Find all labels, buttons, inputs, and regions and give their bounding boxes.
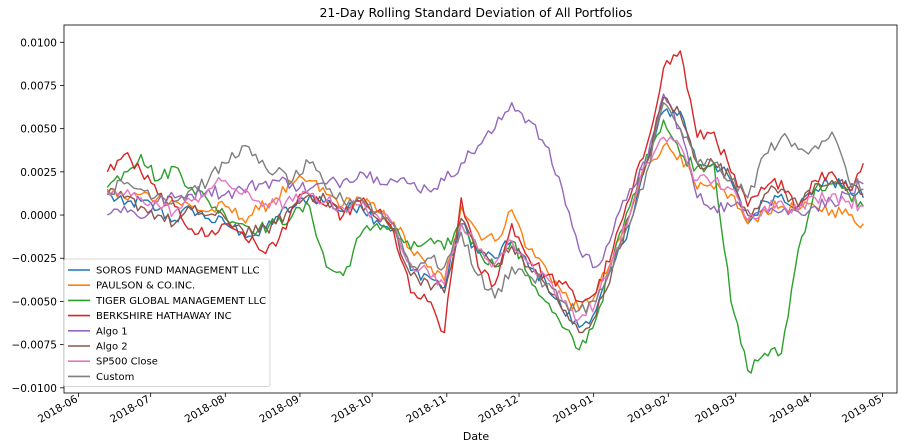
x-tick-label: 2019-02 (626, 393, 670, 425)
series-line-5 (106, 93, 864, 269)
x-tick-label: 2018-06 (36, 393, 80, 425)
legend: SOROS FUND MANAGEMENT LLC PAULSON & CO.IN… (63, 258, 271, 387)
y-tick-label: 0.0025 (20, 167, 57, 179)
y-tick-label: 0.0050 (20, 124, 57, 136)
x-tick-label: 2018-09 (257, 393, 301, 425)
series-line-2 (106, 142, 864, 311)
legend-box (63, 258, 271, 387)
x-tick-label: 2019-03 (693, 393, 737, 425)
x-tick-label: 2018-08 (183, 393, 227, 425)
series-line-3 (106, 119, 864, 374)
x-tick-label: 2018-12 (477, 393, 521, 425)
x-axis: 2018-06 2018-07 2018-08 2018-09 2018-10 2018-… (36, 393, 884, 426)
x-tick-label: 2019-04 (768, 393, 812, 425)
series-layer (106, 50, 864, 374)
x-tick-label: 2018-07 (108, 393, 152, 425)
x-tick-label: 2019-01 (551, 393, 595, 425)
legend-label: TIGER GLOBAL MANAGEMENT LLC (95, 296, 266, 307)
x-tick-label: 2018-11 (404, 393, 448, 425)
y-tick-label: 0.0000 (20, 210, 57, 222)
legend-label: PAULSON & CO.INC. (96, 281, 195, 292)
y-tick-label: −0.0100 (11, 383, 57, 395)
y-tick-label: 0.0075 (20, 80, 57, 92)
y-tick-label: −0.0025 (11, 253, 57, 265)
y-axis: 0.0100 0.0075 0.0050 0.0025 0.0000 −0.0025 −0.… (11, 37, 64, 395)
plot-frame (63, 24, 898, 394)
legend-label: BERKSHIRE HATHAWAY INC (96, 311, 232, 322)
x-axis-label: Date (463, 430, 490, 443)
legend-label: Algo 1 (96, 326, 128, 337)
series-line-7 (106, 136, 864, 323)
legend-label: SP500 Close (96, 357, 158, 368)
y-tick-label: −0.0050 (11, 296, 57, 308)
legend-label: SOROS FUND MANAGEMENT LLC (96, 266, 260, 277)
y-tick-label: −0.0075 (11, 340, 57, 352)
x-tick-label: 2019-05 (840, 393, 884, 425)
series-line-8 (106, 101, 864, 314)
y-tick-label: 0.0100 (20, 37, 57, 49)
legend-label: Custom (96, 372, 134, 383)
chart-title: 21-Day Rolling Standard Deviation of All… (319, 5, 632, 20)
x-tick-label: 2018-10 (330, 393, 374, 425)
legend-label: Algo 2 (96, 342, 128, 353)
